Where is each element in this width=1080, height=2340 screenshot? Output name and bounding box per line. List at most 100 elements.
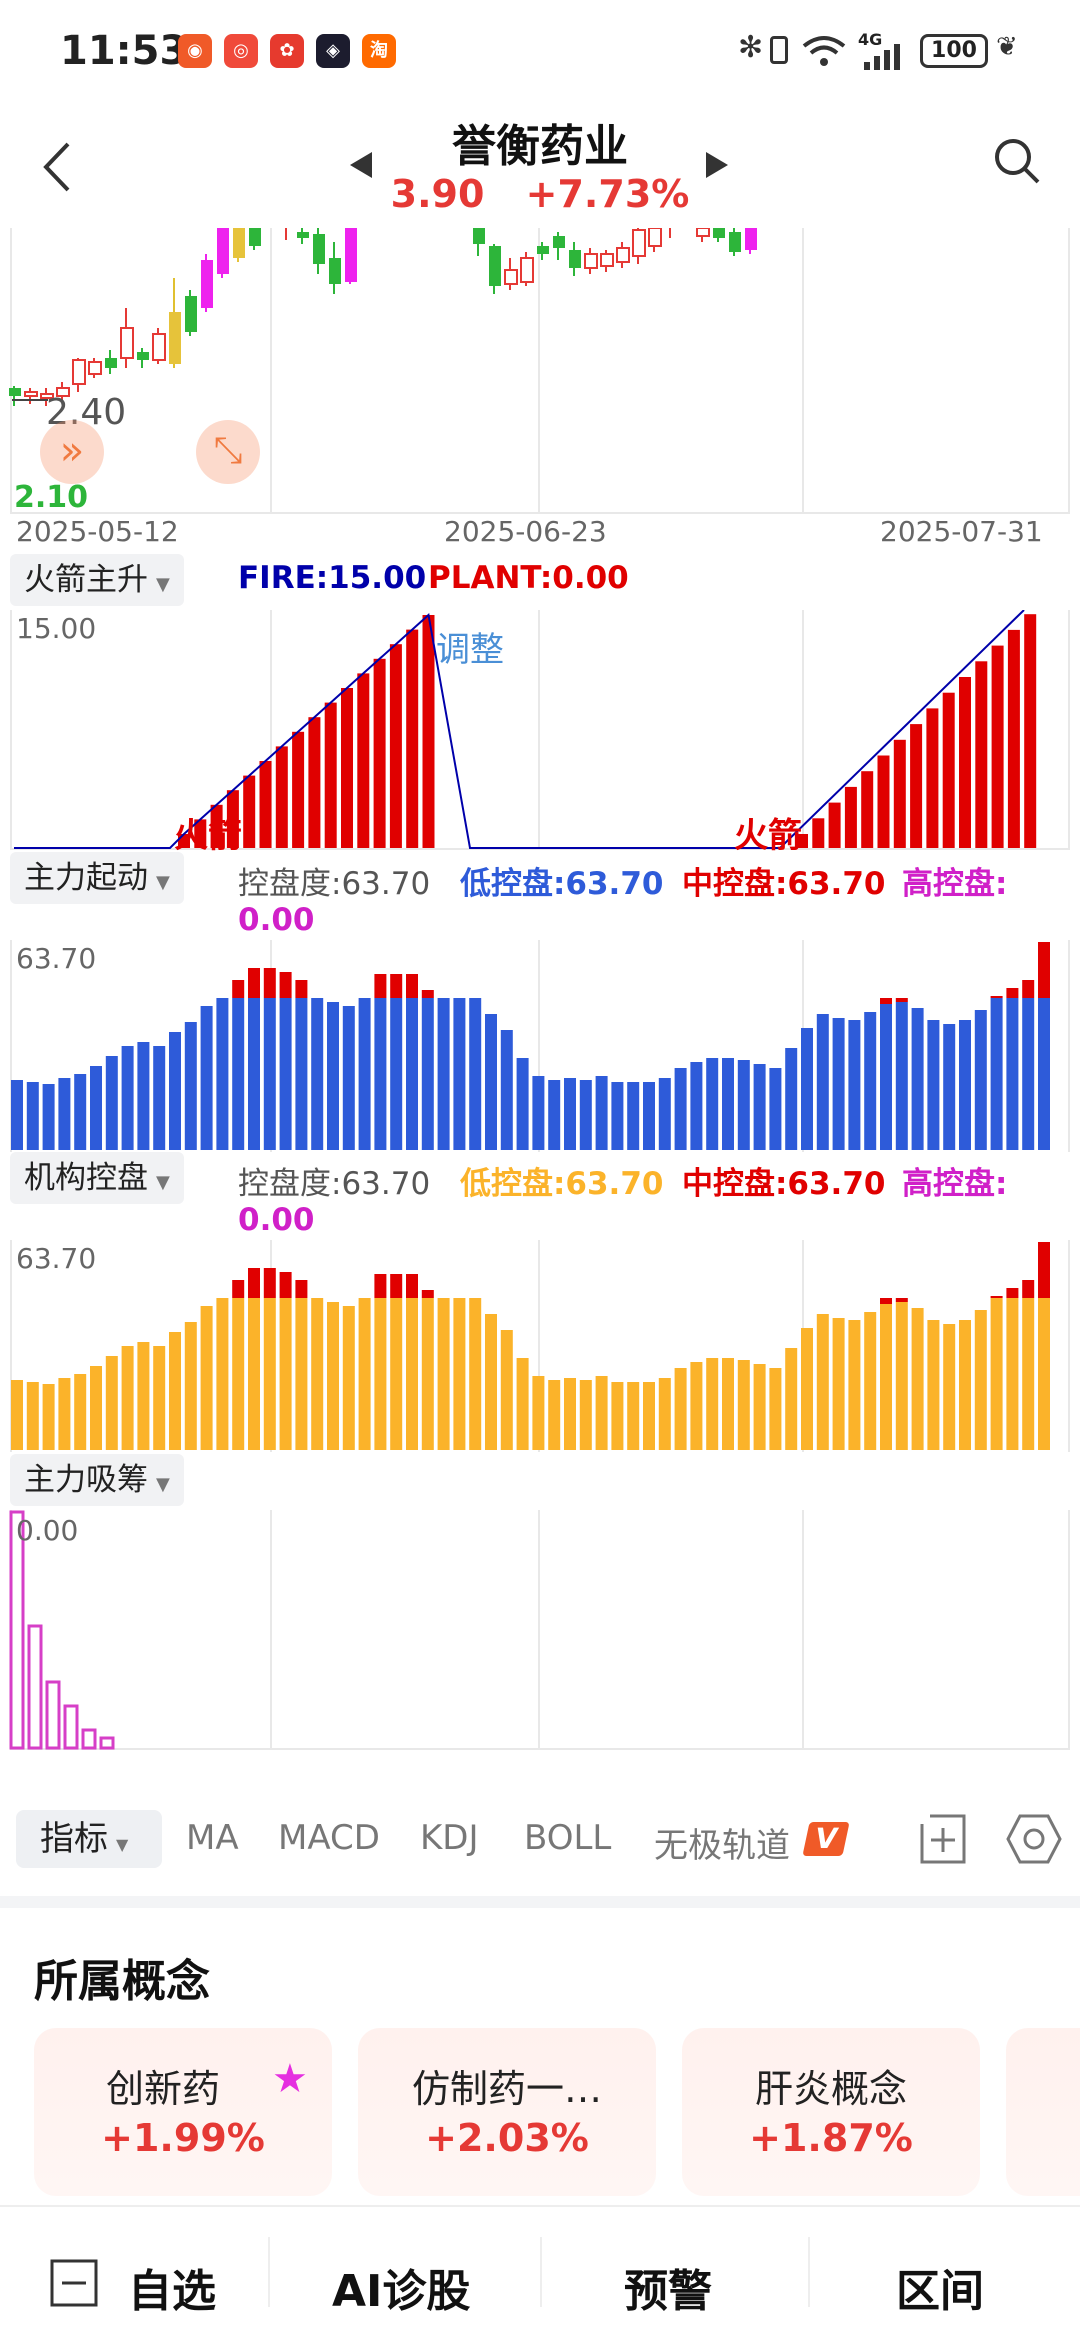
mid-control: 中控盘:63.70 (682, 866, 886, 902)
toolbar-ma[interactable]: MA (186, 1818, 239, 1858)
control-bar (90, 1366, 102, 1450)
control-bar (848, 1320, 861, 1450)
search-icon[interactable] (992, 136, 1042, 186)
indicator-selector-accumulation[interactable]: 主力吸筹 ▼ (10, 1454, 184, 1506)
control-bar (295, 1298, 308, 1450)
control-bar (1022, 998, 1035, 1150)
control-bar-top (390, 974, 403, 998)
expand-right-icon[interactable]: » (40, 420, 104, 484)
control-bar (342, 1006, 355, 1150)
control-bar (453, 998, 466, 1150)
control-degree: 控盘度:63.70 (238, 866, 431, 902)
back-icon[interactable] (40, 140, 74, 194)
taobao-icon: 淘 (362, 34, 396, 68)
indicator-menu-button[interactable]: 指标 ▼ (16, 1810, 162, 1868)
control-bar-top (880, 998, 892, 1004)
concept-card[interactable]: 肝炎概念 +1.87% (682, 2028, 980, 2196)
kline-chart[interactable]: 2.40 2.10 » ⤡ (0, 228, 1080, 515)
control-bar (169, 1332, 181, 1450)
concept-card[interactable]: 仿制药一… +2.03% (358, 2028, 656, 2196)
control-bar-top (990, 1296, 1003, 1298)
settings-icon[interactable] (1006, 1812, 1062, 1866)
control-bar (706, 1358, 719, 1450)
control-bar (248, 1298, 260, 1450)
control-bar (753, 1364, 766, 1450)
control-bar (627, 1082, 640, 1150)
control-bar-top (374, 974, 387, 998)
rocket-bar (975, 661, 988, 848)
control-bar (311, 1298, 324, 1450)
control-bar (974, 1010, 987, 1150)
control-bar (959, 1320, 971, 1450)
rocket-bar (406, 629, 419, 848)
control-bar (469, 998, 482, 1150)
high-control: 高控盘: (902, 1166, 1008, 1202)
control-bar (469, 1298, 482, 1450)
add-indicator-icon[interactable] (918, 1812, 968, 1866)
high-control-value: 0.00 (238, 1202, 315, 1238)
control-bar (548, 1380, 561, 1450)
watchlist-minus-icon[interactable] (50, 2259, 98, 2307)
control-bar-top (374, 1274, 387, 1298)
control-bar (943, 1024, 956, 1150)
concept-card-partial[interactable] (1006, 2028, 1080, 2196)
nav-alert[interactable]: 预警 (624, 2266, 712, 2317)
control-bar (943, 1324, 956, 1450)
app-notification-icon: ✿ (270, 34, 304, 68)
control-bar (801, 1328, 813, 1450)
nav-ai-diagnosis[interactable]: AI诊股 (332, 2266, 471, 2317)
control-bar (611, 1082, 624, 1150)
concepts-title: 所属概念 (34, 1956, 210, 2007)
control-bar-top (248, 968, 260, 998)
control-bar (11, 1080, 23, 1150)
nav-range[interactable]: 区间 (896, 2266, 984, 2317)
control-bar-top (390, 1274, 403, 1298)
control-bar (643, 1382, 655, 1450)
rocket-bar (357, 673, 370, 848)
main-start-bars (11, 942, 1050, 1150)
leaf-icon: ❦ (996, 32, 1018, 62)
new-badge-icon: V (802, 1822, 850, 1856)
control-bar (643, 1082, 655, 1150)
next-stock-icon[interactable] (704, 150, 730, 180)
kline-candles (9, 228, 757, 406)
rocket-annotation: 火箭 (734, 816, 802, 856)
rocket-bar (796, 834, 808, 848)
control-bar-top (295, 1280, 308, 1298)
toolbar-macd[interactable]: MACD (278, 1818, 380, 1858)
indicator-selector-rocket[interactable]: 火箭主升 ▼ (10, 554, 184, 606)
rocket-bars (14, 610, 1037, 849)
indicator-selector-main-start[interactable]: 主力起动 ▼ (10, 852, 184, 904)
indicator-selector-institution[interactable]: 机构控盘 ▼ (10, 1152, 184, 1204)
fullscreen-icon[interactable]: ⤡ (196, 420, 260, 484)
control-bar (959, 1020, 971, 1150)
indicator-menu-label: 指标 (40, 1819, 108, 1859)
control-bar (832, 1018, 845, 1150)
control-bar (137, 1342, 150, 1450)
control-bar-top (232, 1280, 245, 1298)
control-bar (627, 1382, 640, 1450)
control-bar (737, 1060, 750, 1150)
indicator-name: 主力起动 (24, 860, 148, 896)
high-control: 高控盘: (902, 866, 1008, 902)
control-bar (105, 1356, 118, 1450)
toolbar-wuji[interactable]: 无极轨道 (654, 1826, 790, 1866)
control-bar (390, 998, 403, 1150)
adjust-annotation: 调整 (436, 630, 504, 670)
toolbar-kdj[interactable]: KDJ (420, 1818, 479, 1858)
toolbar-boll[interactable]: BOLL (524, 1818, 612, 1858)
control-bar (374, 1298, 387, 1450)
control-bar (74, 1074, 87, 1150)
concept-card[interactable]: 创新药 ★ +1.99% (34, 2028, 332, 2196)
control-bar (911, 1008, 924, 1150)
control-bar (453, 1298, 466, 1450)
control-bar (769, 1068, 782, 1150)
wifi-icon (802, 36, 846, 66)
rocket-bar (926, 708, 939, 848)
control-bar (42, 1084, 55, 1150)
concept-pct: +1.99% (101, 2116, 265, 2160)
prev-stock-icon[interactable] (348, 150, 374, 180)
nav-watchlist[interactable]: 自选 (128, 2266, 216, 2317)
section-divider (0, 1896, 1080, 1908)
control-bar (42, 1384, 55, 1450)
